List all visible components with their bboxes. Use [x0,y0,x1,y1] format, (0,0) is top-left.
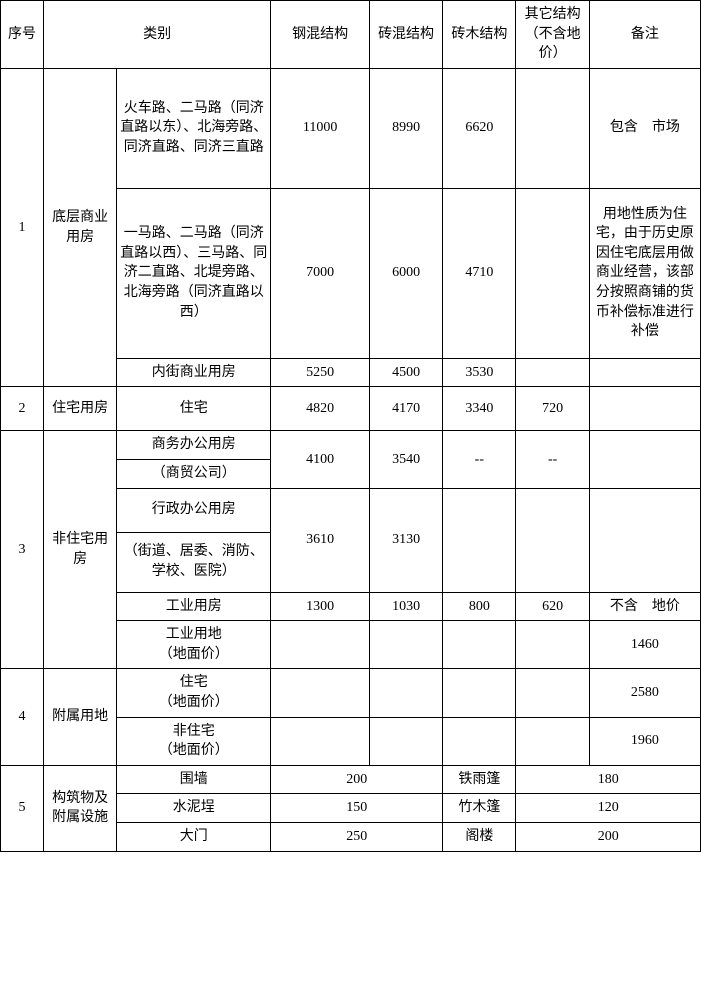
r1-seq: 1 [1,68,44,387]
r3d-desc1: 工业用地 [166,627,222,642]
r1a-desc: 火车路、二马路（同济直路以东）、北海旁路、同济直路、同济三直路 [117,68,271,188]
r4b-v1 [271,717,370,765]
r1c-v4 [516,358,589,387]
r1a-v2: 8990 [369,68,442,188]
r3d-desc: 工业用地 （地面价） [117,621,271,669]
r1b-note: 用地性质为住宅，由于历史原因住宅底层用做商业经营，该部分按照商铺的货币补偿标准进… [589,188,700,358]
r2-seq: 2 [1,387,44,431]
r3c-v1: 1300 [271,592,370,621]
r3-cat: 非住宅用房 [43,431,116,669]
h-note: 备注 [589,1,700,69]
r1b-v1: 7000 [271,188,370,358]
r4-cat: 附属用地 [43,669,116,765]
r5b-l: 水泥埕 [117,794,271,823]
r3b-v4 [516,488,589,592]
r5b-r: 竹木篷 [443,794,516,823]
r3b-v2: 3130 [369,488,442,592]
r1b-v2: 6000 [369,188,442,358]
h-seq: 序号 [1,1,44,69]
r1c-note [589,358,700,387]
r3d-desc2: （地面价） [159,647,229,662]
r3b-note [589,488,700,592]
r3c-v2: 1030 [369,592,442,621]
r5a-r: 铁雨篷 [443,765,516,794]
r1c-desc: 内街商业用房 [117,358,271,387]
r2-v2: 4170 [369,387,442,431]
r1b-desc: 一马路、二马路（同济直路以西）、三马路、同济二直路、北堤旁路、北海旁路（同济直路… [117,188,271,358]
h-brickwood: 砖木结构 [443,1,516,69]
r4a-desc2: （地面价） [159,695,229,710]
r5a-lv: 200 [271,765,443,794]
h-category: 类别 [43,1,270,69]
r1c-v1: 5250 [271,358,370,387]
r5c-rv: 200 [516,822,701,851]
r3c-note: 不含 地价 [589,592,700,621]
r3c-v3: 800 [443,592,516,621]
r4a-v2 [369,669,442,717]
r1a-note: 包含 市场 [589,68,700,188]
r3b-desc2: （街道、居委、消防、学校、医院） [117,532,271,592]
r4b-v2 [369,717,442,765]
r5b-rv: 120 [516,794,701,823]
r2-v4: 720 [516,387,589,431]
r4b-desc2: （地面价） [159,743,229,758]
r5c-lv: 250 [271,822,443,851]
r1a-v3: 6620 [443,68,516,188]
r3a-desc1: 商务办公用房 [117,431,271,460]
r1c-v2: 4500 [369,358,442,387]
r3b-desc1: 行政办公用房 [117,488,271,532]
r3c-v4: 620 [516,592,589,621]
r4a-desc1: 住宅 [180,675,208,690]
r4b-v4 [516,717,589,765]
r1a-v4 [516,68,589,188]
r1c-v3: 3530 [443,358,516,387]
r3d-v2 [369,621,442,669]
r5a-rv: 180 [516,765,701,794]
r4b-note: 1960 [589,717,700,765]
h-brick: 砖混结构 [369,1,442,69]
r3-seq: 3 [1,431,44,669]
r3b-v1: 3610 [271,488,370,592]
r1a-v1: 11000 [271,68,370,188]
r4a-v1 [271,669,370,717]
r5-cat: 构筑物及附属设施 [43,765,116,851]
r2-desc: 住宅 [117,387,271,431]
r4a-v4 [516,669,589,717]
r3a-v1: 4100 [271,431,370,488]
r5c-r: 阁楼 [443,822,516,851]
r4a-desc: 住宅 （地面价） [117,669,271,717]
r2-v1: 4820 [271,387,370,431]
r3d-v3 [443,621,516,669]
r3a-v3: -- [443,431,516,488]
r3d-v4 [516,621,589,669]
r4-seq: 4 [1,669,44,765]
r3a-desc2: （商贸公司） [117,459,271,488]
r5a-l: 围墙 [117,765,271,794]
r1-cat: 底层商业用房 [43,68,116,387]
r1b-v4 [516,188,589,358]
compensation-table: 序号 类别 钢混结构 砖混结构 砖木结构 其它结构（不含地价） 备注 1 底层商… [0,0,701,852]
r5c-l: 大门 [117,822,271,851]
r3d-note: 1460 [589,621,700,669]
r3d-v1 [271,621,370,669]
r3a-v4: -- [516,431,589,488]
r4b-v3 [443,717,516,765]
r4b-desc1: 非住宅 [173,724,215,739]
r4b-desc: 非住宅 （地面价） [117,717,271,765]
r5b-lv: 150 [271,794,443,823]
r4a-note: 2580 [589,669,700,717]
r5-seq: 5 [1,765,44,851]
r4a-v3 [443,669,516,717]
r3a-note [589,431,700,488]
r1b-v3: 4710 [443,188,516,358]
r3b-v3 [443,488,516,592]
h-steel: 钢混结构 [271,1,370,69]
r3a-v2: 3540 [369,431,442,488]
h-other: 其它结构（不含地价） [516,1,589,69]
r2-v3: 3340 [443,387,516,431]
r2-note [589,387,700,431]
r2-cat: 住宅用房 [43,387,116,431]
r3c-desc: 工业用房 [117,592,271,621]
